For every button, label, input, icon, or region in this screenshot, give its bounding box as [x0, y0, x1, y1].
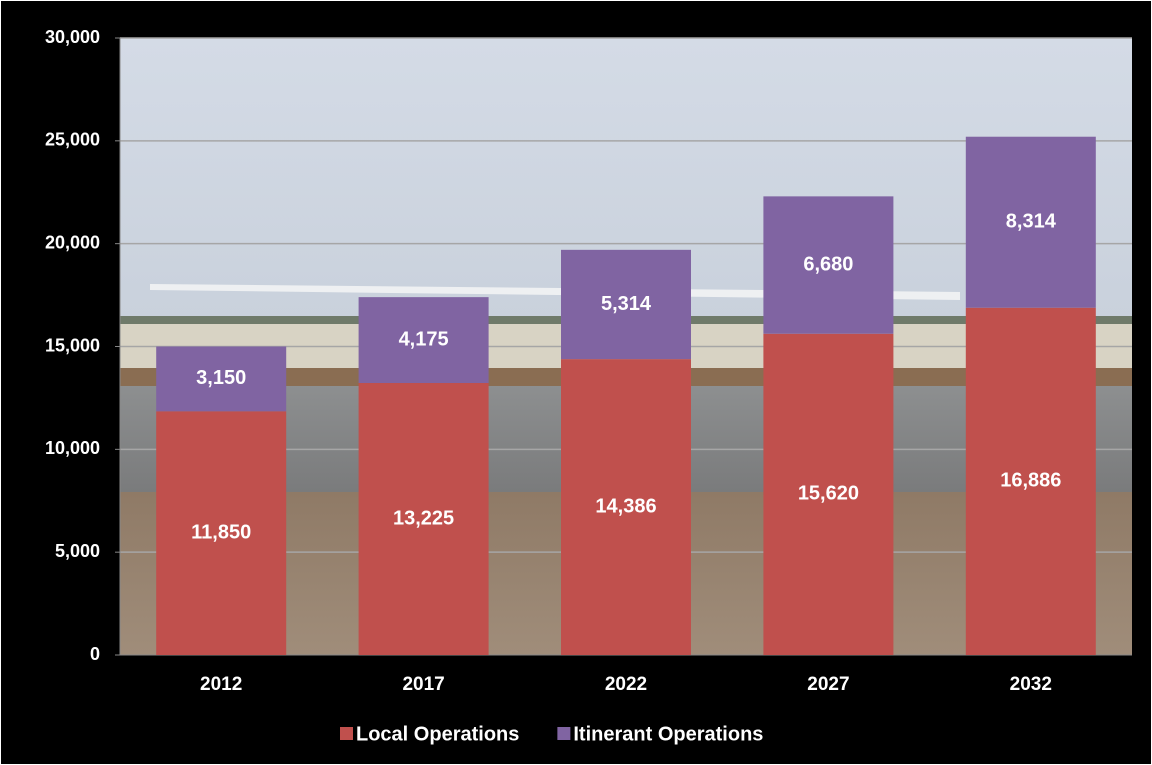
x-tick-label: 2012	[200, 674, 242, 695]
legend-label: Local Operations	[356, 723, 519, 745]
value-label: 5,314	[601, 293, 652, 315]
y-tick-label: 25,000	[45, 130, 100, 150]
y-tick-label: 30,000	[45, 27, 100, 47]
value-label: 15,620	[798, 483, 859, 505]
x-tick-label: 2017	[402, 674, 444, 695]
value-label: 8,314	[1006, 210, 1057, 232]
value-label: 11,850	[191, 521, 251, 543]
legend-swatch	[340, 727, 353, 740]
value-label: 6,680	[803, 253, 853, 275]
value-label: 3,150	[196, 367, 246, 389]
value-label: 16,886	[1000, 470, 1061, 492]
y-tick-label: 20,000	[45, 232, 100, 252]
value-label: 13,225	[393, 507, 454, 529]
y-tick-label: 15,000	[45, 335, 100, 355]
legend-swatch	[557, 727, 570, 740]
value-label: 14,386	[595, 495, 656, 517]
chart: 0 5,000 10,000 15,000 20,000 25,000 30,000 2012…	[0, 0, 1152, 765]
x-tick-label: 2027	[807, 674, 849, 695]
page: 0 5,000 10,000 15,000 20,000 25,000 30,000 2012…	[0, 0, 1152, 765]
value-label: 4,175	[399, 328, 449, 350]
y-tick-label: 10,000	[45, 438, 100, 458]
y-tick-label: 0	[90, 644, 100, 664]
x-tick-label: 2032	[1010, 674, 1052, 695]
x-tick-label: 2022	[605, 674, 647, 695]
legend-label: Itinerant Operations	[573, 723, 763, 745]
y-tick-label: 5,000	[55, 541, 100, 561]
